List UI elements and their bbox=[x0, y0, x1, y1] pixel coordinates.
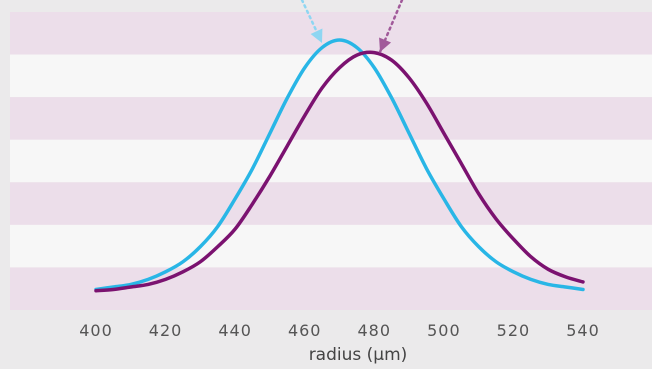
background-bands bbox=[10, 12, 652, 310]
x-tick-label: 420 bbox=[149, 321, 183, 340]
x-tick-label: 460 bbox=[288, 321, 322, 340]
band-4 bbox=[10, 140, 652, 183]
band-6 bbox=[10, 225, 652, 268]
x-tick-label: 500 bbox=[427, 321, 461, 340]
x-tick-label: 400 bbox=[79, 321, 113, 340]
band-5 bbox=[10, 182, 652, 225]
x-tick-label: 540 bbox=[566, 321, 600, 340]
band-1 bbox=[10, 12, 652, 55]
band-3 bbox=[10, 97, 652, 140]
x-tick-label: 520 bbox=[497, 321, 531, 340]
x-tick-label: 440 bbox=[218, 321, 252, 340]
x-axis-label: radius (µm) bbox=[309, 345, 408, 365]
x-tick-labels: 400 420 440 460 480 500 520 540 bbox=[79, 321, 600, 340]
x-tick-label: 480 bbox=[358, 321, 392, 340]
